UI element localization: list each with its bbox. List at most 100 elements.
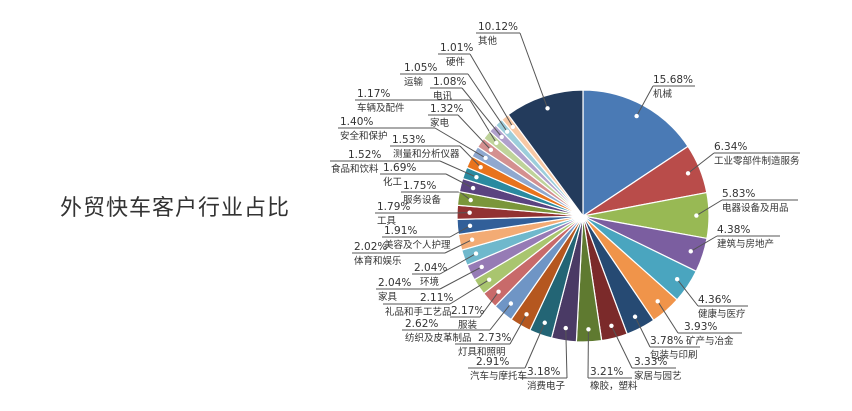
label-dot — [688, 249, 693, 254]
leader-line — [489, 303, 512, 331]
leader-line — [469, 99, 497, 144]
label-dot — [499, 134, 504, 140]
data-label-name: 电器设备及用品 — [722, 202, 789, 214]
data-label-name: 工具 — [377, 216, 397, 227]
label-dot — [494, 140, 499, 146]
leader-line — [461, 87, 503, 138]
data-label-name: 消费电子 — [527, 380, 566, 392]
data-label-name: 美容及个人护理 — [384, 239, 451, 251]
leader-line — [459, 191, 472, 201]
label-dot — [504, 129, 510, 134]
data-label-name: 矿产与冶金 — [686, 335, 734, 347]
leader-line — [449, 279, 490, 305]
data-label-percent: 1.75% — [403, 180, 436, 192]
data-label-percent: 10.12% — [478, 21, 518, 33]
data-label-percent: 4.36% — [698, 294, 731, 306]
data-label-name: 汽车与摩托车 — [470, 370, 527, 382]
data-label-percent: 1.69% — [383, 162, 416, 174]
data-label-percent: 1.01% — [440, 42, 473, 54]
data-label-name: 服装 — [458, 319, 478, 331]
data-label-name: 建筑与房地产 — [717, 238, 774, 250]
label-dot — [473, 251, 479, 256]
data-label-name: 运输 — [404, 76, 424, 88]
leader-line — [610, 325, 633, 369]
label-dot — [474, 174, 479, 180]
label-dot — [479, 264, 484, 270]
label-dot — [486, 277, 492, 282]
label-dot — [510, 124, 515, 130]
label-dot — [586, 327, 591, 332]
data-label-percent: 2.73% — [478, 332, 511, 344]
leader-line — [467, 73, 508, 132]
data-label-percent: 2.91% — [476, 356, 509, 368]
label-dot — [488, 147, 494, 153]
label-dot — [483, 155, 488, 161]
label-dot — [469, 237, 475, 242]
label-dot — [674, 277, 680, 282]
data-label-percent: 1.91% — [384, 225, 417, 237]
label-dot — [542, 320, 547, 325]
leader-line — [459, 145, 482, 168]
label-dot — [467, 210, 472, 215]
leader-line — [469, 53, 514, 128]
data-label-percent: 1.05% — [404, 62, 437, 74]
data-label-percent: 15.68% — [653, 74, 693, 86]
label-dot — [655, 299, 660, 304]
data-label-name: 灯具和照明 — [458, 347, 506, 358]
data-label-name: 车辆及配件 — [357, 102, 405, 114]
data-label-percent: 1.17% — [357, 88, 390, 100]
label-dot — [467, 223, 473, 229]
data-label-name: 环境 — [420, 276, 440, 288]
data-label-name: 食品和饮料 — [331, 163, 379, 175]
leader-line — [565, 328, 568, 379]
data-label-name: 安全和保护 — [340, 130, 388, 142]
data-label-percent: 1.53% — [392, 134, 425, 146]
data-label-name: 家居与园艺 — [634, 370, 682, 382]
data-label-percent: 1.08% — [433, 76, 466, 88]
data-label-percent: 3.18% — [527, 366, 560, 378]
label-dot — [496, 289, 501, 294]
leader-line — [449, 225, 471, 238]
data-label-percent: 1.79% — [377, 201, 410, 213]
data-label-percent: 1.40% — [340, 116, 373, 128]
data-label-name: 电讯 — [433, 90, 453, 102]
data-label-name: 服务设备 — [403, 194, 442, 206]
label-dot — [545, 106, 550, 111]
data-label-name: 包装与印刷 — [650, 349, 698, 361]
leader-line — [444, 239, 473, 254]
leader-line — [524, 322, 546, 369]
data-label-percent: 2.11% — [420, 292, 453, 304]
data-label-percent: 6.34% — [714, 141, 747, 153]
data-label-name: 硬件 — [446, 56, 466, 68]
data-label-name: 其他 — [478, 35, 498, 47]
label-dot — [632, 314, 638, 319]
label-dot — [468, 197, 473, 203]
label-dot — [685, 171, 691, 176]
data-label-name: 礼品和手工艺品 — [385, 306, 452, 318]
leader-line — [696, 199, 723, 216]
data-label-percent: 4.38% — [717, 224, 750, 236]
leader-line — [634, 316, 651, 348]
data-label-name: 健康与医疗 — [698, 308, 746, 320]
data-label-name: 化工 — [383, 176, 403, 188]
leader-line — [479, 291, 499, 318]
data-label-name: 机械 — [653, 88, 673, 100]
data-label-name: 测量和分析仪器 — [393, 148, 460, 160]
leader-line — [439, 253, 477, 275]
data-label-name: 纺织及皮革制品 — [405, 332, 472, 344]
data-label-name: 家电 — [430, 117, 450, 129]
leader-line — [457, 114, 492, 151]
leader-line — [519, 32, 549, 109]
data-label-name: 工业零部件制造服务 — [714, 155, 800, 167]
label-dot — [478, 164, 483, 170]
leader-line — [439, 160, 477, 178]
data-label-percent: 3.78% — [650, 335, 683, 347]
data-label-percent: 2.04% — [414, 262, 447, 274]
label-dot — [634, 113, 639, 119]
label-dot — [524, 312, 529, 317]
data-label-percent: 5.83% — [722, 188, 755, 200]
data-label-name: 家具 — [378, 291, 398, 303]
data-label-percent: 2.62% — [405, 318, 438, 330]
data-label-percent: 2.04% — [378, 277, 411, 289]
